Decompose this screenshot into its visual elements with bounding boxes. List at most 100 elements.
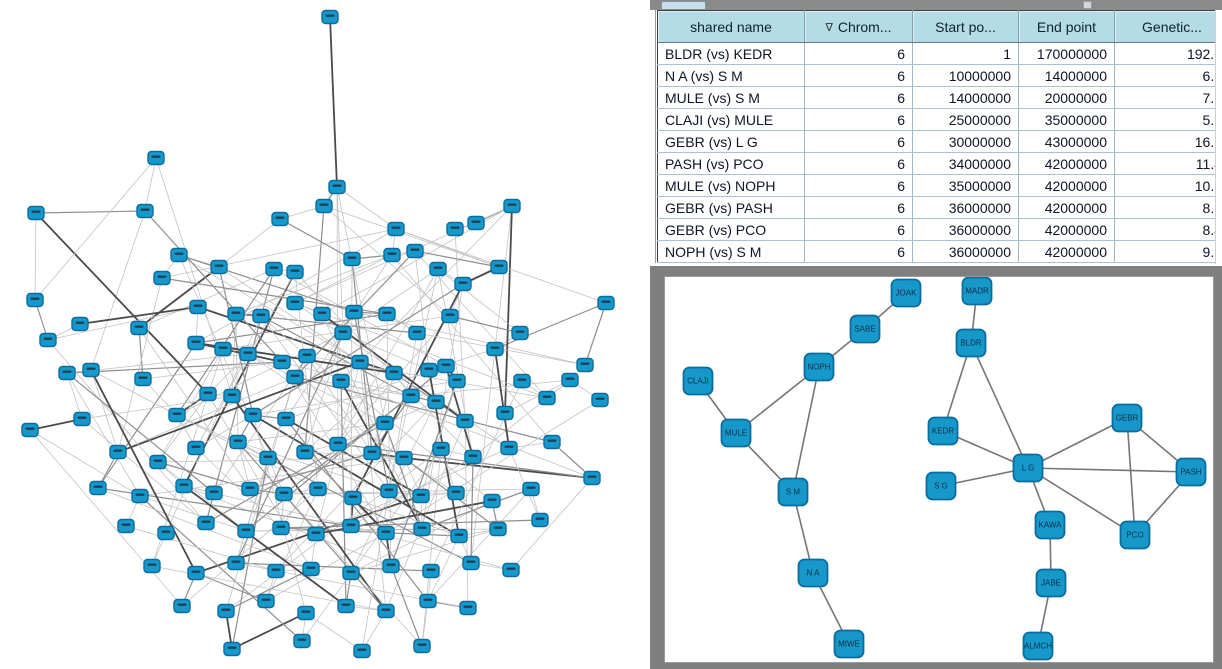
table-cell[interactable]: BLDR (vs) KEDR [657,42,805,65]
network-node[interactable] [109,444,127,460]
network-edge[interactable] [1027,417,1128,469]
network-node[interactable] [380,483,398,499]
overview-network-canvas[interactable] [0,0,650,669]
table-cell[interactable]: 35000000 [912,174,1019,197]
table-cell[interactable]: 6.6 [1114,64,1222,87]
table-cell[interactable]: 10000000 [912,64,1019,87]
network-node[interactable] [591,392,609,408]
network-node[interactable] [244,407,262,423]
network-node[interactable] [422,563,440,579]
network-node[interactable] [437,358,455,374]
network-node[interactable] [522,481,540,497]
table-cell[interactable]: 11.4 [1114,152,1222,175]
network-node[interactable] [189,299,207,315]
network-node[interactable] [413,521,431,537]
table-cell[interactable]: 20000000 [1018,86,1115,109]
network-node[interactable] [511,325,529,341]
table-cell[interactable]: 36000000 [912,240,1019,263]
network-node[interactable] [408,325,426,341]
network-node[interactable] [500,440,518,456]
network-node[interactable] [136,203,154,219]
network-node[interactable] [187,565,205,581]
network-edge[interactable] [942,342,972,432]
network-node[interactable] [134,371,152,387]
table-cell[interactable]: GEBR (vs) L G [657,130,805,153]
network-node[interactable] [446,221,464,237]
network-node[interactable] [197,515,215,531]
network-node[interactable] [447,485,465,501]
table-cell[interactable]: 6 [804,130,913,153]
network-node[interactable] [223,388,241,404]
network-node[interactable] [321,9,339,25]
network-node[interactable] [342,518,360,534]
network-node[interactable]: SABE [849,314,881,344]
column-header[interactable]: End point [1018,10,1115,43]
network-node[interactable] [293,633,311,649]
network-node[interactable]: MULE [720,418,752,448]
network-node[interactable] [143,558,161,574]
network-node[interactable] [199,386,217,402]
network-node[interactable] [383,247,401,263]
network-node[interactable] [597,295,615,311]
network-node[interactable] [427,394,445,410]
table-cell[interactable]: 192.0 [1114,42,1222,65]
table-cell[interactable]: 170000000 [1018,42,1115,65]
network-node[interactable] [342,565,360,581]
network-node[interactable] [131,488,149,504]
table-cell[interactable]: 42000000 [1018,152,1115,175]
network-node[interactable]: PASH [1175,457,1207,487]
network-node[interactable] [344,490,362,506]
network-node[interactable]: MADR [961,277,993,306]
network-node[interactable] [149,454,167,470]
network-node[interactable] [82,362,100,378]
network-node[interactable] [531,512,549,528]
table-cell[interactable]: 6 [804,86,913,109]
network-node[interactable]: GEBR [1111,403,1143,433]
network-node[interactable] [462,555,480,571]
table-tab[interactable] [661,1,706,9]
network-node[interactable] [257,593,275,609]
table-cell[interactable]: NOPH (vs) S M [657,240,805,263]
network-edge[interactable] [970,342,1029,469]
network-node[interactable] [387,221,405,237]
network-node[interactable] [275,486,293,502]
network-node[interactable] [265,261,283,277]
table-cell[interactable]: GEBR (vs) PCO [657,218,805,241]
network-node[interactable]: N A [797,558,829,588]
table-cell[interactable]: 36000000 [912,218,1019,241]
table-cell[interactable]: 6 [804,152,913,175]
network-node[interactable]: JABE [1035,568,1067,598]
network-node[interactable]: BLDR [955,328,987,358]
table-cell[interactable]: 34000000 [912,152,1019,175]
network-node[interactable] [363,445,381,461]
network-node[interactable] [561,372,579,388]
table-cell[interactable]: 6 [804,64,913,87]
network-node[interactable] [147,150,165,166]
table-row[interactable]: NOPH (vs) S M 6 36000000 42000000 9.9 [657,240,1222,263]
table-row[interactable]: GEBR (vs) PASH 6 36000000 42000000 8.9 [657,196,1222,219]
table-cell[interactable]: 9.9 [1114,240,1222,263]
table-row[interactable]: N A (vs) S M 6 10000000 14000000 6.6 [657,64,1222,87]
table-row[interactable]: GEBR (vs) PCO 6 36000000 42000000 8.4 [657,218,1222,241]
network-node[interactable]: MIWE [833,629,865,659]
table-cell[interactable]: 6 [804,42,913,65]
network-node[interactable] [187,440,205,456]
network-node[interactable] [175,478,193,494]
network-node[interactable] [168,407,186,423]
table-cell[interactable]: 1 [912,42,1019,65]
network-node[interactable] [223,641,241,657]
network-node[interactable] [217,603,235,619]
network-node[interactable] [345,304,363,320]
network-node[interactable] [385,365,403,381]
table-scrollbar-track[interactable] [1215,10,1222,264]
network-node[interactable] [441,308,459,324]
table-cell[interactable]: 6 [804,218,913,241]
network-node[interactable] [353,643,371,659]
table-cell[interactable]: 8.9 [1114,196,1222,219]
column-header[interactable]: ∇ Chrom... [804,10,913,43]
table-cell[interactable]: CLAJI (vs) MULE [657,108,805,131]
network-node[interactable] [117,518,135,534]
network-node[interactable]: S M [777,477,809,507]
network-node[interactable] [489,521,507,537]
